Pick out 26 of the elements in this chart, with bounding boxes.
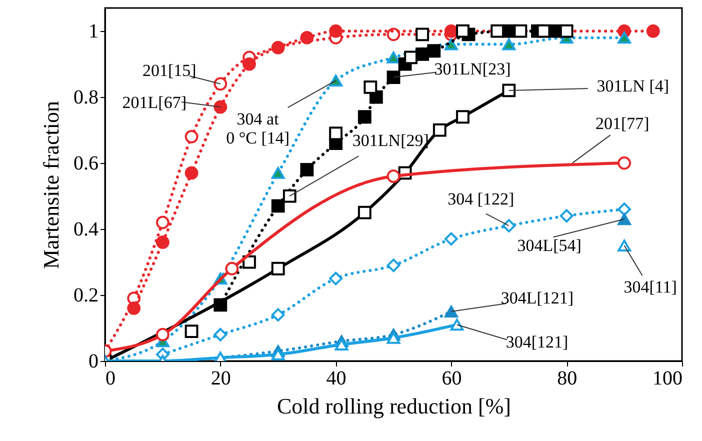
y-tick-label: 0 xyxy=(88,350,98,372)
x-tick-label: 0 xyxy=(106,368,116,390)
x-axis-title: Cold rolling reduction [%] xyxy=(276,394,512,418)
y-tick-label: 0.2 xyxy=(74,284,98,307)
x-tick-label: 40 xyxy=(326,368,346,390)
annotation: 304 at 0 °C [14] xyxy=(226,110,290,148)
annotation: 304L[54] xyxy=(517,236,582,256)
annotation: 201L[67] xyxy=(122,92,187,112)
x-tick-label: 100 xyxy=(652,368,682,390)
annotation: 201[15] xyxy=(142,60,196,80)
y-tick-label: 0.8 xyxy=(74,86,98,109)
annotation: 301LN[29] xyxy=(352,131,429,150)
x-tick-label: 20 xyxy=(210,368,231,390)
y-tick-label: 0.4 xyxy=(74,218,98,241)
annotation: 304L[121] xyxy=(500,288,574,308)
y-tick-label: 1 xyxy=(88,20,98,43)
annotation: 301LN[23] xyxy=(434,59,511,78)
y-axis-title: Martensite fraction xyxy=(38,101,64,269)
x-tick-label: 80 xyxy=(557,368,578,390)
y-tick-label: 0.6 xyxy=(74,152,98,175)
annotation: 301LN [4] xyxy=(596,76,670,96)
annotation: 304[121] xyxy=(506,332,568,352)
annotation: 304[11] xyxy=(624,278,677,297)
annotation: 304 [122] xyxy=(448,190,514,209)
annotation: 201[77] xyxy=(595,114,650,134)
x-tick-label: 60 xyxy=(442,368,462,390)
